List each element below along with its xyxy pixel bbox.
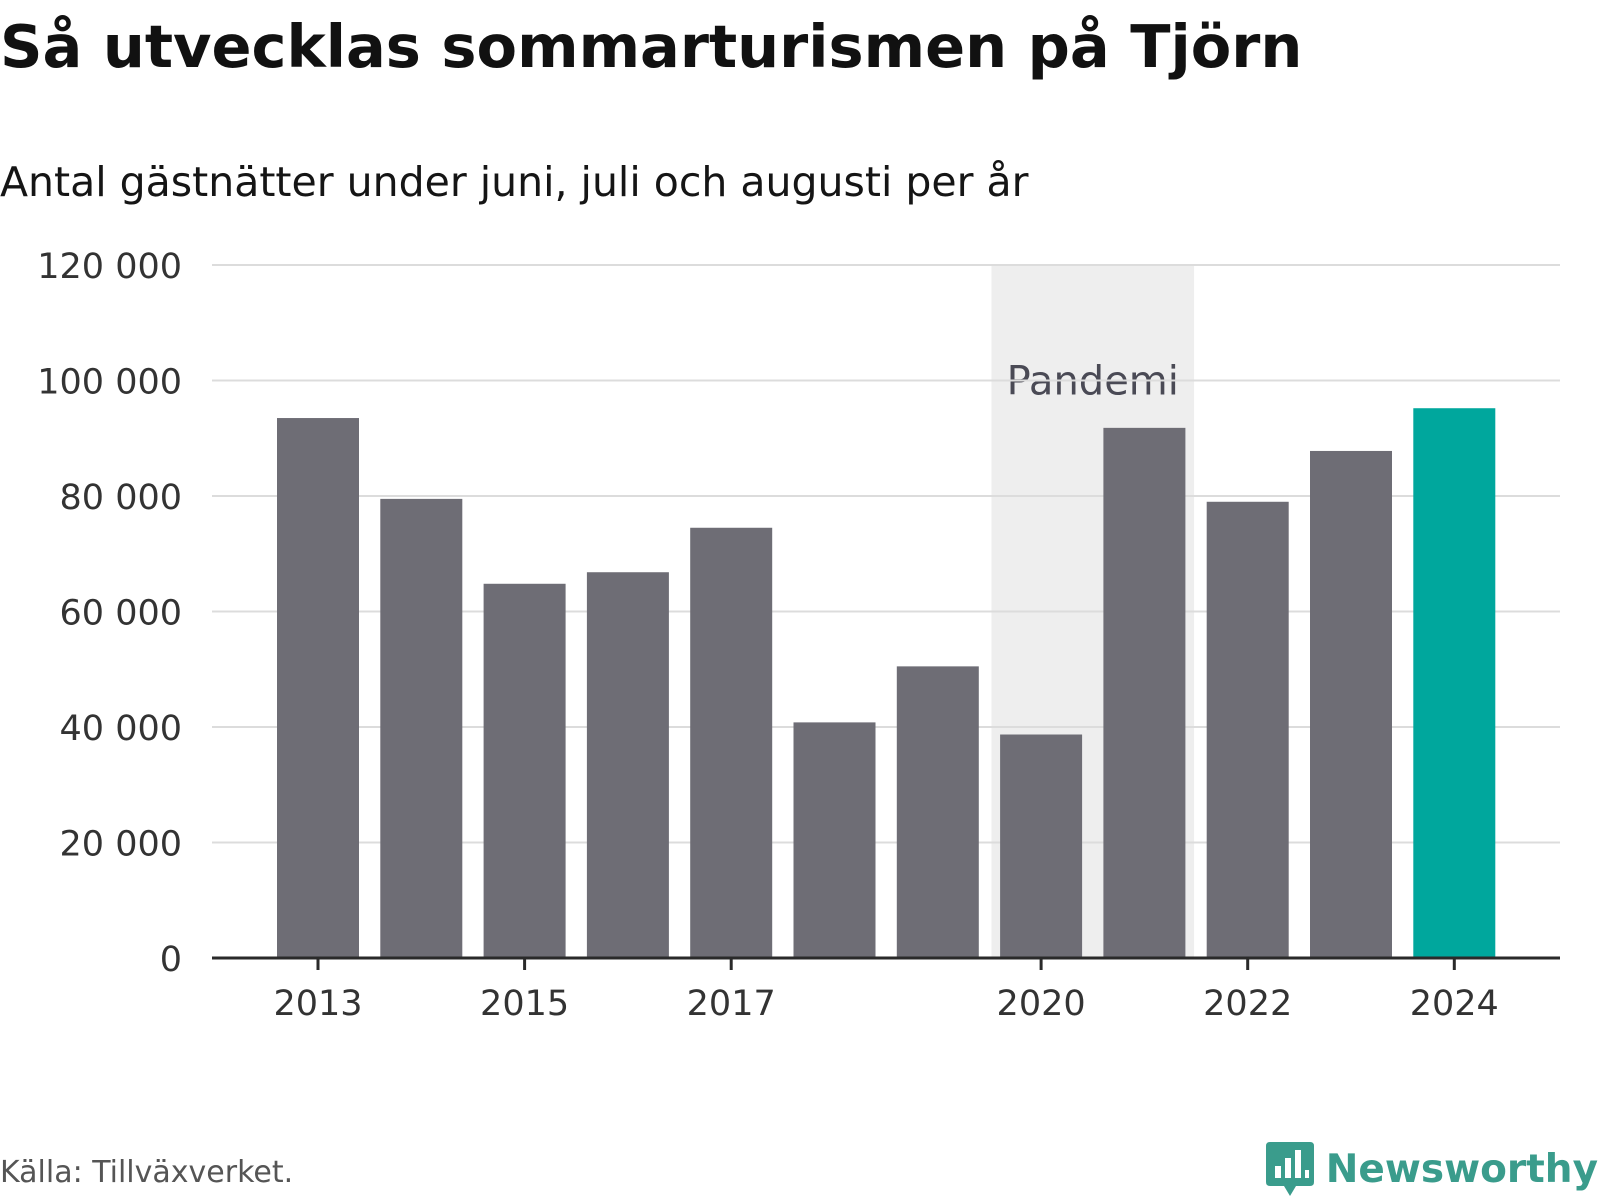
y-tick-label: 40 000 bbox=[60, 709, 182, 749]
bar-2023 bbox=[1310, 450, 1392, 958]
x-tick-label: 2015 bbox=[480, 984, 569, 1024]
bar-2015 bbox=[483, 583, 566, 958]
bar-2021 bbox=[1103, 427, 1186, 959]
y-tick-label: 100 000 bbox=[37, 363, 182, 403]
y-axis-ticks: 0 20 000 40 000 60 000 80 000 100 000 120 000 bbox=[37, 247, 182, 980]
chart-title: Så utvecklas sommarturismen på Tjörn bbox=[0, 12, 1303, 81]
x-tick-label: 2017 bbox=[687, 984, 776, 1024]
x-tick-label: 2020 bbox=[997, 984, 1086, 1024]
x-axis-ticks: 2013 2015 2017 2020 2022 2024 bbox=[273, 958, 1499, 1024]
bar-2020 bbox=[1000, 734, 1083, 958]
source-note: Källa: Tillväxverket. bbox=[0, 1155, 294, 1190]
x-tick-label: 2024 bbox=[1410, 984, 1499, 1024]
y-tick-label: 0 bbox=[160, 940, 182, 980]
bar-2018 bbox=[793, 722, 876, 958]
y-tick-label: 120 000 bbox=[37, 247, 182, 287]
chart-subtitle: Antal gästnätter under juni, juli och au… bbox=[0, 158, 1029, 206]
brand-logo: Newsworthy bbox=[1264, 1140, 1598, 1198]
y-tick-label: 80 000 bbox=[60, 478, 182, 518]
y-tick-label: 60 000 bbox=[60, 594, 182, 634]
x-tick-label: 2022 bbox=[1203, 984, 1292, 1024]
x-tick-label: 2013 bbox=[273, 984, 362, 1024]
bar-2014 bbox=[380, 498, 463, 958]
brand-name: Newsworthy bbox=[1325, 1146, 1598, 1192]
y-tick-label: 20 000 bbox=[60, 825, 182, 865]
bar-2016 bbox=[586, 572, 669, 958]
bar-chart-speech-bubble-icon bbox=[1265, 1142, 1314, 1196]
bar-2013 bbox=[277, 418, 359, 959]
bar-2017 bbox=[690, 527, 773, 958]
bars bbox=[277, 408, 1496, 959]
bar-2024 bbox=[1413, 408, 1496, 959]
bar-2022 bbox=[1206, 501, 1289, 958]
bar-2019 bbox=[896, 666, 979, 958]
